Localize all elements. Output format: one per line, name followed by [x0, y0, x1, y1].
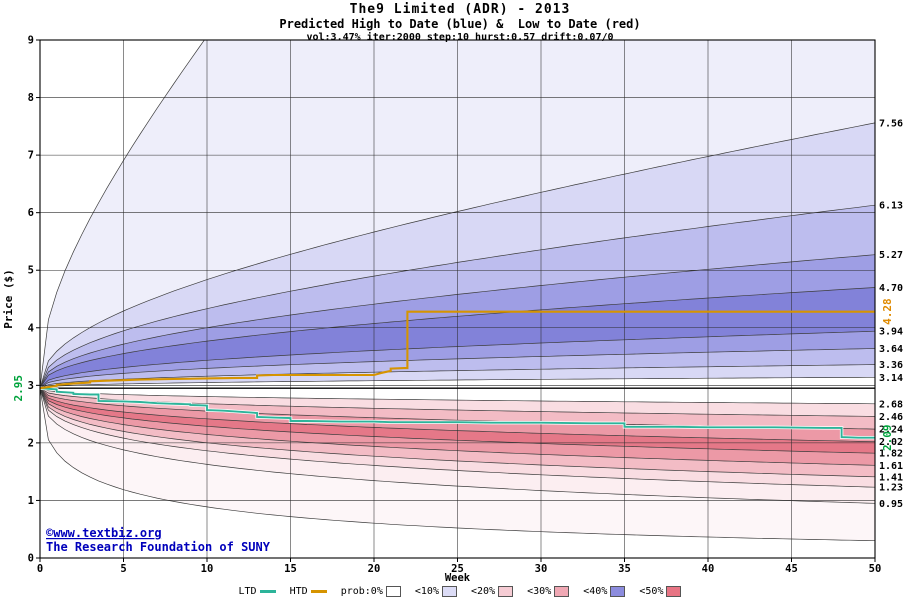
boundary-label: 3.36 — [879, 360, 903, 371]
legend-label: <30% — [527, 586, 552, 597]
low-probability-band — [40, 388, 875, 541]
x-tick-label: 30 — [535, 563, 548, 575]
high-probability-band — [40, 205, 875, 389]
legend-item-htd: HTD — [290, 585, 327, 598]
x-tick-label: 35 — [618, 563, 631, 575]
legend-swatch-50pct — [666, 586, 682, 597]
boundary-label: 1.61 — [879, 461, 903, 472]
boundary-label: 2.24 — [879, 425, 903, 436]
legend-item-40pct: <40% — [583, 585, 626, 598]
legend-label: <20% — [471, 586, 496, 597]
ltd-line — [40, 387, 875, 439]
ltd-final-label: 2.09 — [881, 424, 894, 451]
boundary-label: 1.82 — [879, 449, 903, 460]
boundary-label: 2.46 — [879, 412, 903, 423]
legend-swatch-ltd — [259, 590, 276, 593]
x-tick-label: 50 — [869, 563, 882, 575]
y-tick-label: 4 — [28, 322, 34, 334]
high-probability-band — [40, 40, 875, 389]
legend-label: <10% — [414, 586, 439, 597]
legend-swatch-40pct — [610, 586, 626, 597]
boundary-label: 0.95 — [879, 499, 903, 510]
legend-swatch-htd — [310, 590, 327, 593]
y-tick-label: 7 — [28, 150, 34, 162]
htd-final-label: 4.28 — [881, 298, 894, 325]
low-probability-band — [40, 388, 875, 430]
start-price-label: 2.95 — [12, 375, 25, 402]
boundary-label: 3.14 — [879, 373, 903, 384]
plot-area — [40, 40, 875, 558]
y-tick-label: 9 — [28, 35, 34, 47]
legend-item-30pct: <30% — [527, 585, 570, 598]
y-tick-label: 1 — [28, 495, 34, 507]
legend-label: prob:0% — [340, 586, 383, 597]
y-tick-label: 5 — [28, 265, 34, 277]
legend-swatch-30pct — [554, 586, 570, 597]
y-tick-label: 2 — [28, 437, 34, 449]
x-tick-label: 10 — [201, 563, 214, 575]
high-probability-band — [40, 331, 875, 389]
y-tick-label: 0 — [28, 553, 34, 565]
y-tick-label: 8 — [28, 92, 34, 104]
y-tick-label: 3 — [28, 380, 34, 392]
htd-line — [40, 310, 875, 390]
watermark-org: The Research Foundation of SUNY — [46, 540, 271, 554]
x-tick-label: 45 — [785, 563, 798, 575]
legend-item-ltd: LTD — [239, 585, 276, 598]
boundary-label: 1.23 — [879, 483, 903, 494]
boundary-label: 5.27 — [879, 250, 903, 261]
legend-label: <40% — [583, 586, 608, 597]
x-tick-label: 0 — [37, 563, 43, 575]
watermark-site: ©www.textbiz.org — [46, 526, 162, 540]
x-tick-label: 25 — [451, 563, 464, 575]
x-axis-title: Week — [445, 572, 471, 584]
legend-swatch-prob0 — [385, 586, 401, 597]
legend-label: HTD — [289, 586, 308, 597]
boundary-label: 3.64 — [879, 344, 903, 355]
boundary-label: 7.56 — [879, 118, 903, 129]
boundary-label: 6.13 — [879, 201, 903, 212]
legend-label: LTD — [238, 586, 257, 597]
boundary-label: 1.41 — [879, 472, 903, 483]
legend-item-50pct: <50% — [639, 585, 682, 598]
legend-label: <50% — [639, 586, 664, 597]
legend-item-10pct: <10% — [415, 585, 457, 598]
y-axis-title: Price ($) — [2, 269, 15, 329]
x-tick-label: 20 — [368, 563, 381, 575]
legend-swatch-10pct — [441, 586, 457, 597]
high-probability-band-boundary — [40, 40, 205, 389]
boundary-label: 4.70 — [879, 283, 903, 294]
boundary-label: 2.68 — [879, 399, 903, 410]
boundary-label: 3.94 — [879, 327, 903, 338]
legend-item-20pct: <20% — [471, 585, 514, 598]
y-tick-label: 6 — [28, 207, 34, 219]
x-tick-label: 5 — [120, 563, 126, 575]
legend-swatch-20pct — [498, 586, 514, 597]
chart-legend: LTD HTD prob:0% <10% <20% <30% <40% <50% — [0, 585, 920, 600]
x-tick-label: 15 — [284, 563, 297, 575]
boundary-label: 2.02 — [879, 437, 903, 448]
x-tick-label: 40 — [702, 563, 715, 575]
legend-item-prob0: prob:0% — [341, 585, 401, 598]
high-probability-band — [40, 254, 875, 389]
